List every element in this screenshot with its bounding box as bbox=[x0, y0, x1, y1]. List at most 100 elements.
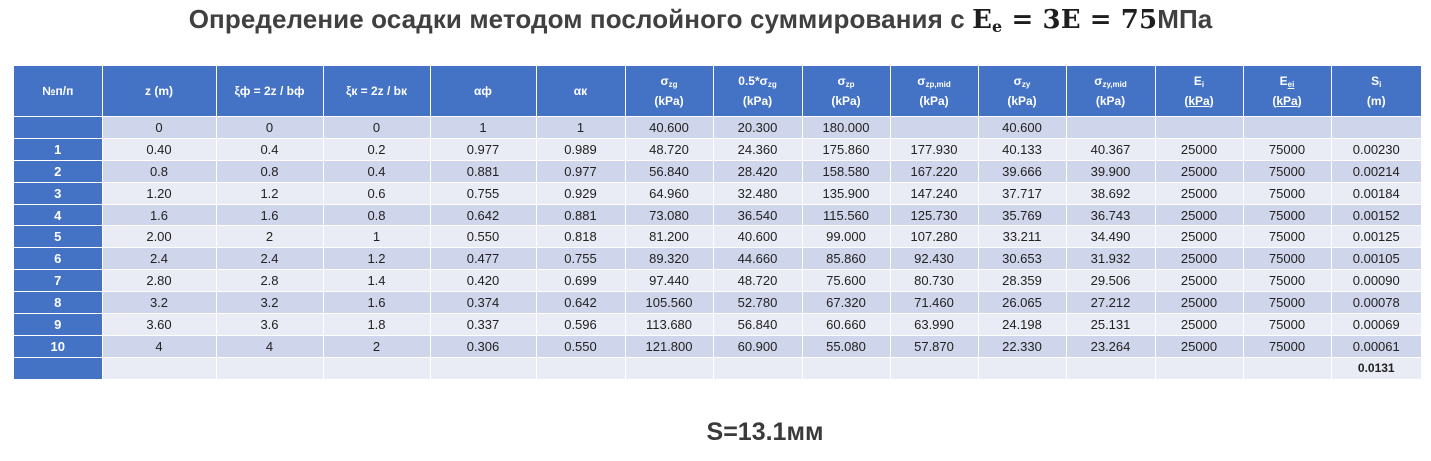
table-cell: 0.881 bbox=[536, 203, 626, 226]
column-header-unit: (kPa) bbox=[1272, 93, 1302, 108]
column-header-symbol: S bbox=[1371, 73, 1380, 88]
header-row: №п/п z (m) ξф = 2z / bф ξк = 2z / bк αф αк σzg… bbox=[14, 66, 1421, 117]
table-cell: 75000 bbox=[1243, 203, 1332, 226]
table-cell: 0.00125 bbox=[1331, 225, 1421, 248]
table-cell bbox=[216, 356, 324, 379]
table-cell: 0.00214 bbox=[1331, 159, 1421, 183]
column-header-symbol: ξк = 2z / bк bbox=[345, 83, 408, 98]
table-cell: 0 bbox=[323, 116, 431, 139]
row-number bbox=[14, 356, 103, 379]
column-header: Ei (kPa) bbox=[1155, 66, 1244, 117]
table-cell: 89.320 bbox=[625, 247, 714, 270]
table-cell: 48.720 bbox=[713, 269, 803, 292]
table-cell: 75.600 bbox=[802, 269, 891, 292]
table-row: 10 4 4 2 0.306 0.550 121.800 60.900 55.080 57.870… bbox=[14, 334, 1421, 358]
column-header-label: αк bbox=[539, 83, 623, 100]
table-cell bbox=[1066, 116, 1156, 139]
column-header-subscript: zp,mid bbox=[925, 79, 951, 89]
table-cell: 75000 bbox=[1243, 137, 1332, 161]
table-cell: 147.240 bbox=[890, 181, 979, 205]
table-cell: 25000 bbox=[1155, 159, 1244, 183]
table-cell: 28.359 bbox=[978, 269, 1067, 292]
table-cell: 1 bbox=[536, 116, 626, 139]
table-cell: 31.932 bbox=[1066, 247, 1156, 270]
table-cell: 40.600 bbox=[625, 116, 714, 139]
table-cell: 60.900 bbox=[713, 334, 803, 358]
table-cell: 2 bbox=[216, 225, 324, 248]
table-cell: 73.080 bbox=[625, 203, 714, 226]
table-cell: 71.460 bbox=[890, 291, 979, 314]
table-cell: 25000 bbox=[1155, 247, 1244, 270]
table-cell bbox=[1243, 116, 1332, 139]
table-cell: 0.477 bbox=[430, 247, 537, 270]
table-cell: 2 bbox=[323, 334, 431, 358]
table-cell: 3.2 bbox=[216, 291, 324, 314]
column-header-symbol: σ bbox=[660, 73, 669, 88]
table-cell: 121.800 bbox=[625, 334, 714, 358]
column-header-symbol: σ bbox=[837, 73, 846, 88]
table-cell: 113.680 bbox=[625, 313, 714, 336]
table-cell: 25000 bbox=[1155, 334, 1244, 358]
table-cell bbox=[1155, 116, 1244, 139]
table-cell: 1 bbox=[323, 225, 431, 248]
table-cell: 158.580 bbox=[802, 159, 891, 183]
table-cell: 1.8 bbox=[323, 313, 431, 336]
table-cell: 56.840 bbox=[713, 313, 803, 336]
table-cell: 0.881 bbox=[430, 159, 537, 183]
table-cell: 24.198 bbox=[978, 313, 1067, 336]
table-cell: 0.4 bbox=[216, 137, 324, 161]
column-header-label: Eei bbox=[1246, 73, 1329, 93]
table-cell: 25000 bbox=[1155, 203, 1244, 226]
table-cell bbox=[1066, 356, 1156, 379]
column-header-label: σzy,mid bbox=[1069, 73, 1153, 93]
table-cell: 0.337 bbox=[430, 313, 537, 336]
table-cell: 81.200 bbox=[625, 225, 714, 248]
table-cell: 40.133 bbox=[978, 137, 1067, 161]
column-header-subscript: zy,mid bbox=[1102, 79, 1127, 89]
table-cell: 34.490 bbox=[1066, 225, 1156, 248]
table-cell: 60.660 bbox=[802, 313, 891, 336]
formula-rest: = 3E = 75 bbox=[1002, 5, 1158, 35]
table-cell: 23.264 bbox=[1066, 334, 1156, 358]
table-cell: 39.900 bbox=[1066, 159, 1156, 183]
table-cell: 0.550 bbox=[536, 334, 626, 358]
table-cell bbox=[713, 356, 803, 379]
table-cell: 115.560 bbox=[802, 203, 891, 226]
table-cell: 36.540 bbox=[713, 203, 803, 226]
table-cell: 0.2 bbox=[323, 137, 431, 161]
table-cell: 0 bbox=[216, 116, 324, 139]
table-cell: 135.900 bbox=[802, 181, 891, 205]
table-cell: 0.374 bbox=[430, 291, 537, 314]
table-cell: 180.000 bbox=[802, 116, 891, 139]
column-header-label: σzp bbox=[805, 73, 888, 93]
column-header-symbol: σ bbox=[917, 73, 926, 88]
result-text: S=13.1мм bbox=[706, 418, 824, 446]
column-header-unit: (kPa) bbox=[1184, 93, 1214, 108]
table-cell: 1 bbox=[430, 116, 537, 139]
column-header-label: №п/п bbox=[16, 83, 100, 100]
table-cell: 3.2 bbox=[102, 291, 217, 314]
table-cell: 1.6 bbox=[323, 291, 431, 314]
table-cell: 0.8 bbox=[323, 203, 431, 226]
table-cell: 0.00061 bbox=[1331, 334, 1421, 358]
table-cell: 4 bbox=[102, 334, 217, 358]
row-number: 1 bbox=[14, 137, 103, 161]
table-row: 2 0.8 0.8 0.4 0.881 0.977 56.840 28.420 158.580 1… bbox=[14, 159, 1421, 183]
table-cell: 40.600 bbox=[713, 225, 803, 248]
column-header-label: σzg bbox=[628, 73, 711, 93]
column-header: Si (m) bbox=[1331, 66, 1421, 117]
row-number: 4 bbox=[14, 203, 103, 226]
table-cell: 0.00078 bbox=[1331, 291, 1421, 314]
table-cell: 0.00230 bbox=[1331, 137, 1421, 161]
table-cell: 33.211 bbox=[978, 225, 1067, 248]
column-header-symbol: ξф = 2z / bф bbox=[234, 83, 305, 98]
formula-e: E bbox=[972, 5, 993, 35]
column-header-label: Si bbox=[1334, 73, 1420, 93]
settlement-table: №п/п z (m) ξф = 2z / bф ξк = 2z / bк αф αк σzg… bbox=[14, 66, 1421, 379]
row-number: 8 bbox=[14, 291, 103, 314]
column-header: σzp,mid (kPa) bbox=[890, 66, 979, 117]
table-cell: 25000 bbox=[1155, 225, 1244, 248]
table-cell: 0.6 bbox=[323, 181, 431, 205]
table-cell: 99.000 bbox=[802, 225, 891, 248]
table-cell: 25000 bbox=[1155, 313, 1244, 336]
